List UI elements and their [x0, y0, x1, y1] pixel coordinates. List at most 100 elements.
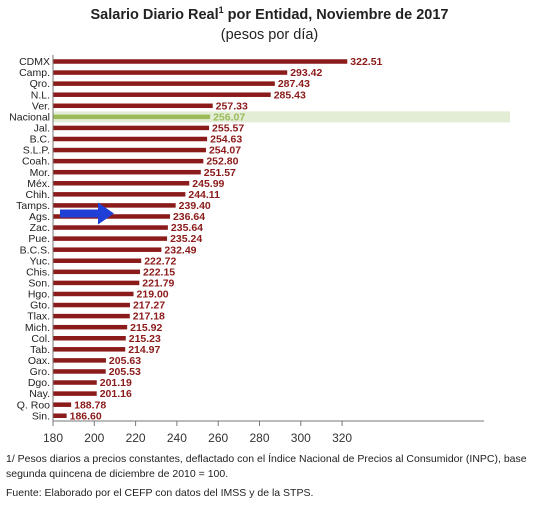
bar-chart: CDMX 322.51 Camp. 293.42 Qro. 287.43 N.L. 285.4…	[9, 55, 510, 445]
bar	[53, 269, 141, 275]
bar	[53, 358, 106, 363]
bar	[53, 347, 126, 352]
bar	[53, 92, 271, 97]
value-label: 257.33	[216, 100, 248, 112]
bar	[53, 302, 130, 308]
bar	[53, 81, 275, 86]
bar	[53, 114, 211, 120]
bar	[53, 214, 170, 219]
bar	[53, 247, 162, 252]
category-label: Sin.	[32, 410, 50, 422]
value-label: 255.57	[212, 123, 244, 135]
bar	[53, 192, 186, 197]
arrow-icon	[60, 202, 114, 225]
category-label: Tamps.	[16, 200, 50, 212]
category-label: N.L.	[31, 89, 50, 101]
bar	[53, 369, 106, 374]
value-label: 188.78	[74, 399, 106, 411]
category-label: Col.	[31, 333, 50, 345]
category-label: Gro.	[30, 366, 50, 378]
value-label: 254.07	[209, 145, 241, 157]
x-tick-label: 240	[167, 431, 187, 445]
category-label: Hgo.	[28, 289, 50, 301]
value-label: 254.63	[210, 134, 242, 146]
category-label: Coah.	[22, 156, 50, 168]
value-label: 285.43	[274, 89, 306, 101]
value-label: 205.53	[109, 366, 141, 378]
bar	[53, 324, 128, 330]
x-tick-label: 180	[43, 431, 63, 445]
chart-title: Salario Diario Real1 por Entidad, Noviem…	[0, 5, 539, 23]
bar	[53, 291, 134, 297]
bar	[53, 413, 67, 418]
value-label: 287.43	[278, 78, 310, 90]
value-label: 205.63	[109, 355, 141, 367]
x-tick-label: 220	[126, 431, 146, 445]
value-label: 217.18	[133, 311, 165, 323]
x-tick-label: 280	[249, 431, 269, 445]
category-label: Dgo.	[28, 377, 50, 389]
value-label: 239.40	[179, 200, 211, 212]
bar	[53, 313, 130, 319]
category-label: Q. Roo	[17, 399, 50, 411]
bar	[53, 391, 97, 396]
category-label: Tlax.	[27, 311, 50, 323]
category-label: Chih.	[25, 189, 50, 201]
value-label: 214.97	[128, 344, 160, 356]
bar	[53, 147, 206, 153]
category-label: Oax.	[28, 355, 50, 367]
value-label: 235.64	[171, 222, 203, 234]
title-rest: por Entidad, Noviembre de 2017	[223, 6, 449, 23]
bar	[53, 169, 201, 175]
bar	[53, 203, 176, 208]
category-label: Qro.	[30, 78, 50, 90]
value-label: 217.27	[133, 300, 165, 312]
category-label: Tab.	[30, 344, 50, 356]
x-tick-label: 260	[208, 431, 228, 445]
footnote: 1/ Pesos diarios a precios constantes, d…	[6, 453, 527, 480]
title-superscript: 1	[218, 5, 224, 15]
value-label: 322.51	[350, 56, 382, 68]
bar	[53, 402, 72, 407]
category-label: Méx.	[27, 178, 50, 190]
bar	[53, 70, 288, 75]
bar	[53, 158, 204, 164]
category-label: Ags.	[29, 211, 50, 223]
bar	[53, 181, 190, 186]
value-label: 201.16	[100, 388, 132, 400]
bar	[53, 336, 126, 341]
value-label: 219.00	[137, 289, 169, 301]
value-label: 235.24	[170, 233, 202, 245]
bar	[53, 380, 97, 385]
value-label: 293.42	[290, 67, 322, 79]
bar	[53, 103, 213, 109]
source-note: Fuente: Elaborado por el CEFP con datos …	[6, 487, 314, 499]
value-label: 236.64	[173, 211, 205, 223]
value-label: 186.60	[70, 410, 102, 422]
bar	[53, 236, 168, 241]
bar	[53, 136, 208, 142]
category-label: Jal.	[34, 123, 50, 135]
category-label: B.C.S.	[20, 244, 50, 256]
chart-subtitle: (pesos por día)	[220, 27, 319, 43]
title-main: Salario Diario Real	[90, 6, 219, 23]
category-label: Gto.	[30, 300, 50, 312]
category-label: Mich.	[25, 322, 50, 334]
highlight-band	[53, 111, 510, 123]
bar	[53, 280, 140, 286]
value-label: 215.23	[129, 333, 161, 345]
bar	[53, 59, 348, 64]
category-label: Mor.	[30, 167, 50, 179]
category-label: Zac.	[30, 222, 50, 234]
bar	[53, 258, 142, 264]
x-tick-label: 300	[291, 431, 311, 445]
category-label: B.C.	[30, 134, 50, 146]
value-label: 221.79	[142, 278, 174, 290]
bar	[53, 225, 168, 230]
value-label: 215.92	[130, 322, 162, 334]
category-label: Nacional	[9, 111, 50, 123]
value-label: 252.80	[206, 156, 238, 168]
category-label: Ver.	[32, 100, 50, 112]
category-label: Yuc.	[30, 255, 50, 267]
value-label: 222.72	[144, 255, 176, 267]
